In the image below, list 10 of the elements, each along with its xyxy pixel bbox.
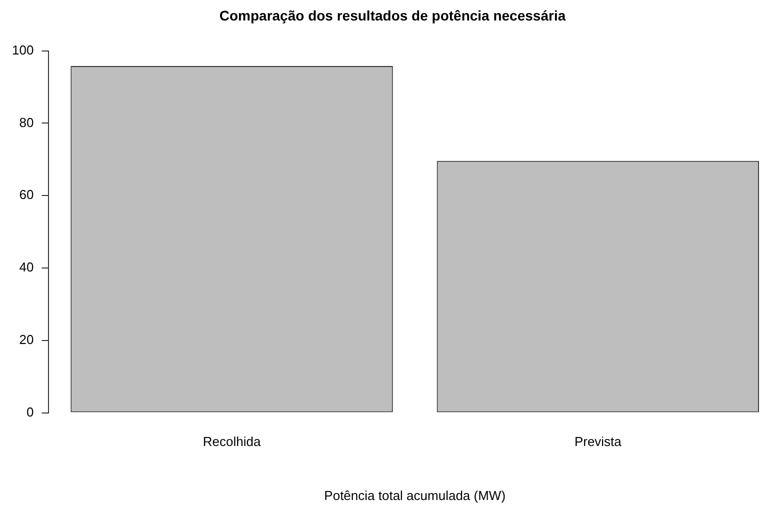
y-tick-label: 80 bbox=[19, 114, 34, 130]
chart-title: Comparação dos resultados de potência necessária bbox=[219, 7, 566, 24]
y-tick-label: 60 bbox=[19, 187, 34, 202]
x-tick-label: Recolhida bbox=[202, 434, 262, 450]
y-tick-label: 20 bbox=[19, 332, 34, 347]
y-tick-label: 40 bbox=[19, 260, 34, 275]
x-axis-title: Potência total acumulada (MW) bbox=[324, 488, 506, 503]
x-tick-label: Prevista bbox=[574, 434, 622, 450]
y-tick-label: 100 bbox=[12, 42, 34, 58]
y-tick-label: 0 bbox=[26, 404, 34, 420]
